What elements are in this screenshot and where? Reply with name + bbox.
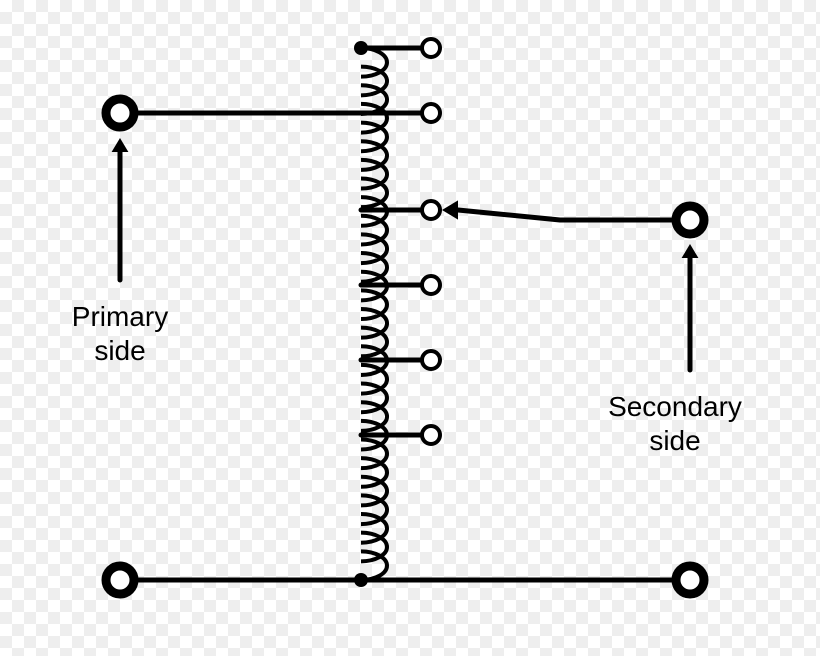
primary-label-line2: side — [94, 335, 145, 366]
secondary-side-label: Secondary side — [585, 390, 765, 457]
primary-side-label: Primary side — [50, 300, 190, 367]
secondary-label-line1: Secondary — [608, 391, 742, 422]
primary-label-line1: Primary — [72, 301, 168, 332]
secondary-label-line2: side — [649, 425, 700, 456]
